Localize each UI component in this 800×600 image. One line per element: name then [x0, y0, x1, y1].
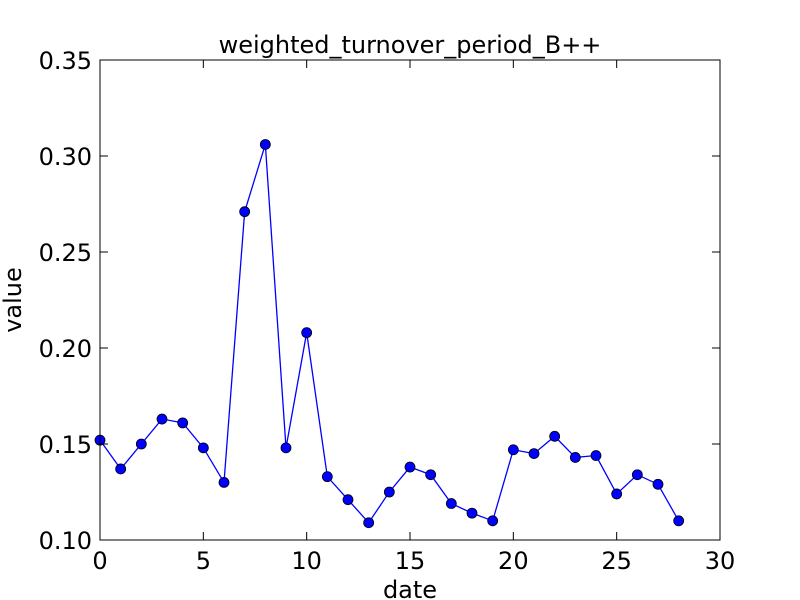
data-point [363, 517, 375, 529]
data-point [445, 498, 457, 509]
x-axis-label: date [383, 576, 437, 600]
data-point [425, 469, 437, 481]
data-point [321, 471, 333, 483]
data-point [156, 413, 168, 425]
x-tick-label: 30 [705, 547, 736, 575]
data-point [383, 486, 395, 498]
data-point [528, 448, 540, 460]
x-tick-label: 20 [498, 547, 529, 575]
data-point [673, 515, 685, 527]
axes-layer: 0 5 10 15 20 25 30 0.10 0.15 0.20 0.25 0.30 0.35 [39, 47, 736, 575]
y-axis-label: value [0, 267, 27, 333]
data-point [218, 476, 230, 488]
data-point [652, 478, 664, 490]
data-point [590, 450, 602, 461]
y-tick-label: 0.15 [39, 431, 92, 459]
chart-title: weighted_turnover_period_B++ [219, 31, 602, 59]
x-tick-label: 15 [395, 547, 426, 575]
data-point [549, 430, 561, 442]
y-tick-label: 0.35 [39, 47, 92, 75]
data-point [280, 442, 292, 454]
y-tick-label: 0.25 [39, 239, 92, 267]
series-layer [94, 139, 685, 529]
data-point [135, 438, 147, 450]
data-point [259, 139, 271, 150]
data-point [404, 461, 416, 473]
data-point [611, 488, 623, 500]
data-point [487, 515, 499, 527]
data-point [197, 442, 209, 454]
y-tick-label: 0.30 [39, 143, 92, 171]
plot-area [100, 60, 720, 540]
plot-background [100, 60, 720, 540]
y-tick-label: 0.10 [39, 527, 92, 555]
data-point [177, 417, 189, 429]
data-point [631, 469, 643, 481]
data-point [342, 494, 354, 506]
x-tick-label: 10 [291, 547, 322, 575]
data-point [466, 507, 478, 519]
x-tick-label: 0 [92, 547, 107, 575]
x-tick-label: 25 [601, 547, 632, 575]
data-point [115, 463, 127, 475]
data-point [301, 327, 313, 339]
data-point [239, 206, 251, 218]
y-tick-label: 0.20 [39, 335, 92, 363]
data-point [569, 452, 581, 463]
data-point [507, 444, 519, 456]
x-tick-label: 5 [196, 547, 211, 575]
